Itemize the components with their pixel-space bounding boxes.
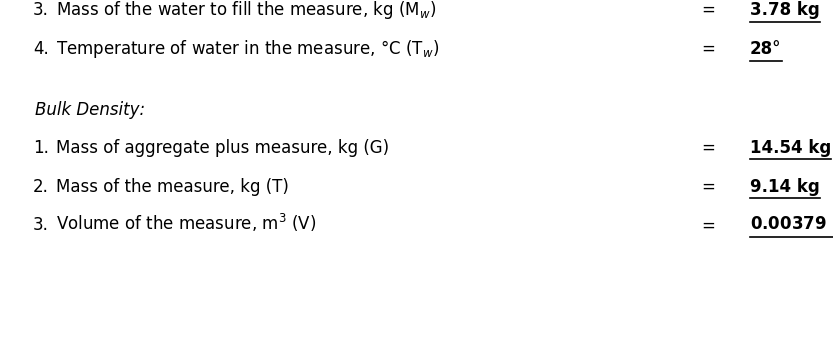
Text: 3.78 kg: 3.78 kg — [750, 1, 820, 19]
Text: =: = — [701, 40, 716, 58]
Text: 3.: 3. — [32, 1, 48, 19]
Text: Mass of aggregate plus measure, kg (G): Mass of aggregate plus measure, kg (G) — [56, 139, 389, 156]
Text: 0.00379 m$^{3}$: 0.00379 m$^{3}$ — [750, 214, 833, 234]
Text: Mass of the water to fill the measure, kg (M$_{w}$): Mass of the water to fill the measure, k… — [56, 0, 436, 21]
Text: Bulk Density:: Bulk Density: — [35, 101, 145, 119]
Text: =: = — [701, 139, 716, 156]
Text: 2.: 2. — [32, 177, 48, 195]
Text: Temperature of water in the measure, °C (T$_{w}$): Temperature of water in the measure, °C … — [56, 38, 439, 60]
Text: =: = — [701, 216, 716, 234]
Text: Volume of the measure, m$^{3}$ (V): Volume of the measure, m$^{3}$ (V) — [56, 212, 316, 234]
Text: Mass of the measure, kg (T): Mass of the measure, kg (T) — [56, 177, 288, 195]
Text: 4.: 4. — [32, 40, 48, 58]
Text: =: = — [701, 177, 716, 195]
Text: 14.54 kg: 14.54 kg — [750, 139, 831, 156]
Text: 3.: 3. — [32, 216, 48, 234]
Text: =: = — [701, 1, 716, 19]
Text: 1.: 1. — [32, 139, 48, 156]
Text: 9.14 kg: 9.14 kg — [750, 177, 820, 195]
Text: 28°: 28° — [750, 40, 781, 58]
